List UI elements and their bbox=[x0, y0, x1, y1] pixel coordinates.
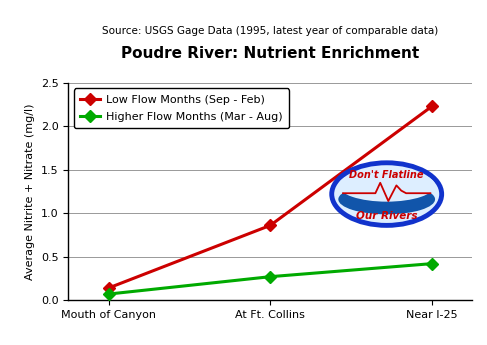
Ellipse shape bbox=[338, 184, 435, 214]
Line: Low Flow Months (Sep - Feb): Low Flow Months (Sep - Feb) bbox=[104, 102, 436, 292]
Line: Higher Flow Months (Mar - Aug): Higher Flow Months (Mar - Aug) bbox=[104, 259, 436, 298]
Low Flow Months (Sep - Feb) bbox=[429, 104, 435, 108]
Y-axis label: Average Nitrite + Nitrate (mg/l): Average Nitrite + Nitrate (mg/l) bbox=[25, 103, 35, 280]
Text: Our Rivers: Our Rivers bbox=[356, 211, 417, 221]
Ellipse shape bbox=[338, 169, 435, 202]
Higher Flow Months (Mar - Aug) bbox=[429, 262, 435, 266]
Higher Flow Months (Mar - Aug) bbox=[106, 292, 112, 296]
Ellipse shape bbox=[332, 163, 442, 225]
Higher Flow Months (Mar - Aug) bbox=[267, 275, 273, 279]
Text: Don't Flatline: Don't Flatline bbox=[350, 170, 424, 180]
Low Flow Months (Sep - Feb) bbox=[106, 286, 112, 290]
Title: Poudre River: Nutrient Enrichment: Poudre River: Nutrient Enrichment bbox=[121, 46, 419, 61]
Text: Source: USGS Gage Data (1995, latest year of comparable data): Source: USGS Gage Data (1995, latest yea… bbox=[102, 26, 438, 36]
Legend: Low Flow Months (Sep - Feb), Higher Flow Months (Mar - Aug): Low Flow Months (Sep - Feb), Higher Flow… bbox=[74, 88, 289, 128]
Low Flow Months (Sep - Feb) bbox=[267, 223, 273, 227]
